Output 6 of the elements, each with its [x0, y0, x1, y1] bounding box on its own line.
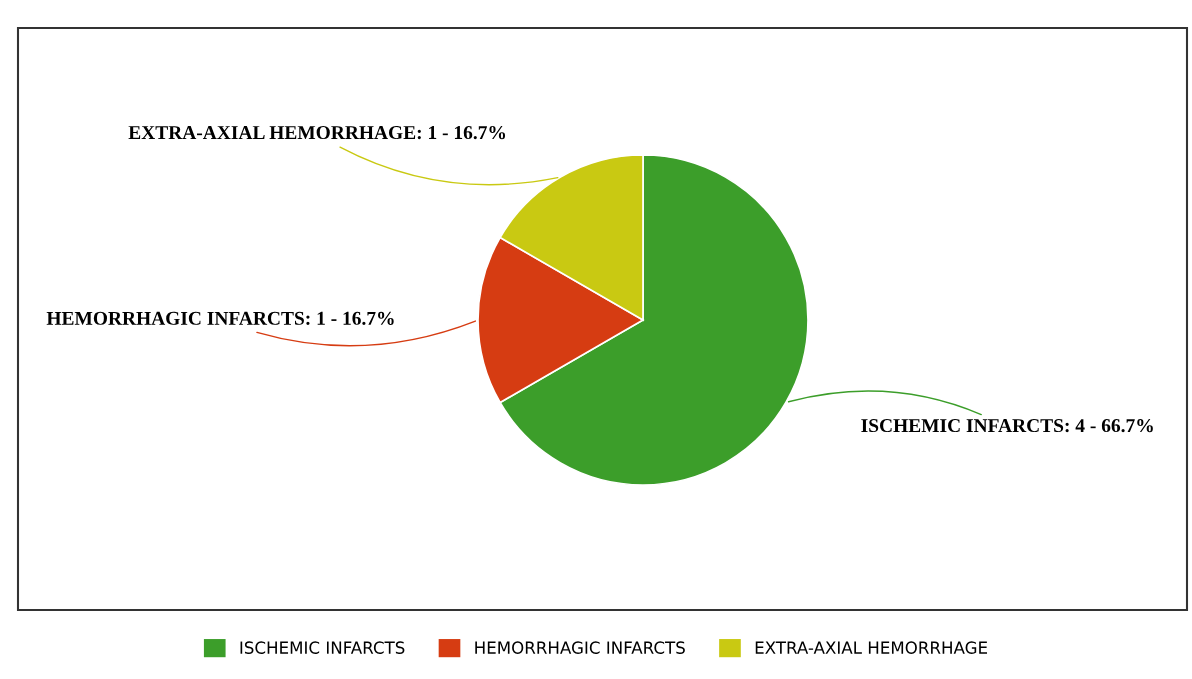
legend-label: EXTRA-AXIAL HEMORRHAGE: [755, 641, 988, 654]
data-label: EXTRA-AXIAL HEMORRHAGE: 1 - 16.7%: [128, 125, 506, 140]
legend-label: ISCHEMIC INFARCTS: [240, 641, 405, 654]
legend-label: HEMORRHAGIC INFARCTS: [475, 641, 685, 654]
data-label: HEMORRHAGIC INFARCTS: 1 - 16.7%: [46, 311, 394, 325]
data-label: ISCHEMIC INFARCTS: 4 - 66.7%: [861, 419, 1153, 433]
